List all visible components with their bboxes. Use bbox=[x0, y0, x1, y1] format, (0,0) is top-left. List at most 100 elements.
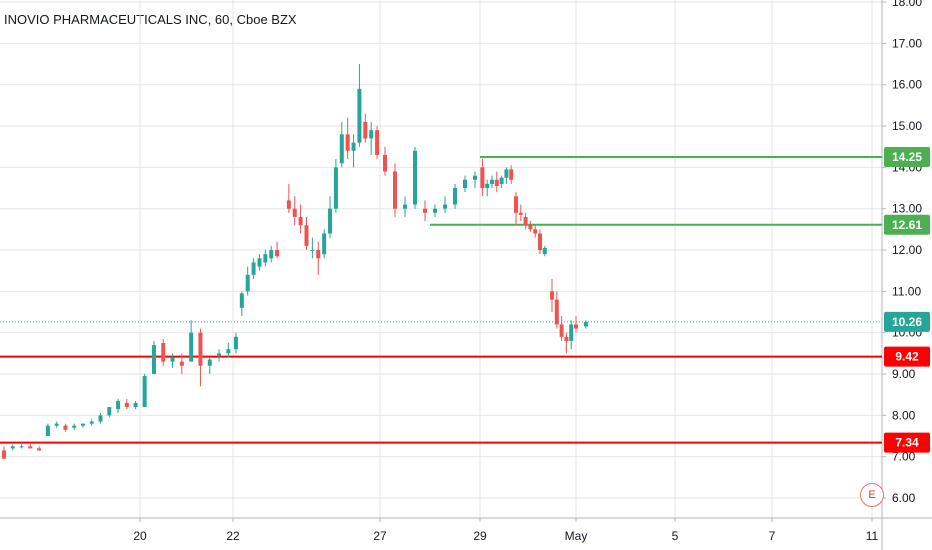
candle-body bbox=[151, 345, 156, 375]
level-price-label: 14.25 bbox=[892, 150, 922, 164]
candle-body bbox=[19, 446, 24, 448]
candle-body bbox=[239, 293, 244, 308]
level-price-label: 7.34 bbox=[895, 436, 919, 450]
candle-body bbox=[528, 225, 533, 230]
candle-body bbox=[142, 376, 147, 408]
candle-body bbox=[403, 204, 407, 209]
candle-body bbox=[564, 336, 569, 341]
y-tick-label: 17.00 bbox=[892, 36, 922, 50]
candle-body bbox=[37, 448, 42, 451]
candle-body bbox=[89, 421, 94, 424]
candle-body bbox=[538, 233, 542, 251]
candle-body bbox=[161, 343, 166, 362]
candle-body bbox=[369, 130, 374, 139]
candle-body bbox=[80, 423, 85, 426]
y-tick-label: 9.00 bbox=[892, 367, 916, 381]
candle-body bbox=[443, 204, 447, 209]
level-price-label-bg bbox=[884, 432, 930, 453]
candle-body bbox=[423, 208, 427, 213]
candle-body bbox=[310, 250, 315, 252]
y-tick-label: 13.00 bbox=[892, 202, 922, 216]
candle-body bbox=[54, 423, 59, 426]
candle-body bbox=[98, 415, 103, 422]
candle-body bbox=[574, 324, 578, 329]
candle-body bbox=[226, 349, 231, 354]
candle-body bbox=[473, 175, 477, 180]
x-tick-label: May bbox=[565, 529, 588, 543]
last-price-label: 10.26 bbox=[892, 315, 922, 329]
level-price-label: 12.61 bbox=[892, 218, 922, 232]
candle-body bbox=[292, 208, 297, 217]
candle-body bbox=[304, 225, 309, 246]
level-price-label-bg bbox=[884, 147, 930, 168]
x-tick-label: 22 bbox=[226, 529, 240, 543]
candle-body bbox=[523, 216, 528, 226]
x-tick-label: 29 bbox=[473, 529, 487, 543]
level-price-label: 9.42 bbox=[895, 350, 919, 364]
y-tick-label: 11.00 bbox=[892, 284, 921, 298]
candle-body bbox=[499, 177, 504, 184]
candle-body bbox=[257, 258, 262, 267]
x-tick-label: 11 bbox=[866, 529, 879, 543]
candle-body bbox=[263, 254, 268, 263]
y-tick-label: 12.00 bbox=[892, 243, 922, 257]
candle-body bbox=[179, 361, 184, 366]
candle-body bbox=[490, 179, 494, 184]
candle-body bbox=[518, 212, 523, 215]
candle-body bbox=[554, 299, 559, 325]
candle-body bbox=[514, 196, 518, 213]
candle-body bbox=[328, 208, 333, 234]
candle-body bbox=[72, 425, 77, 428]
candle-body bbox=[559, 324, 564, 337]
candle-body bbox=[480, 167, 485, 189]
candle-body bbox=[275, 250, 280, 257]
level-price-label-bg bbox=[884, 346, 930, 367]
y-tick-label: 16.00 bbox=[892, 78, 922, 92]
candle-body bbox=[233, 336, 238, 350]
y-tick-label: 7.00 bbox=[892, 450, 916, 464]
candle-body bbox=[339, 134, 344, 164]
candle-body bbox=[2, 450, 6, 459]
candle-body bbox=[583, 321, 588, 327]
candle-body bbox=[217, 353, 222, 356]
candle-body bbox=[198, 332, 203, 366]
earnings-marker[interactable]: E bbox=[860, 483, 884, 507]
candle-body bbox=[357, 88, 362, 143]
candle-body bbox=[124, 402, 129, 408]
candle-body bbox=[433, 208, 437, 213]
candle-body bbox=[63, 425, 68, 430]
candle-body bbox=[533, 229, 538, 234]
candle-body bbox=[550, 291, 554, 300]
candle-body bbox=[504, 169, 509, 178]
candle-body bbox=[251, 262, 256, 275]
y-tick-label: 18.00 bbox=[892, 0, 922, 9]
candle-body bbox=[333, 167, 338, 209]
candle-body bbox=[393, 171, 397, 209]
candle-body bbox=[286, 200, 291, 209]
candle-body bbox=[298, 216, 303, 226]
candle-body bbox=[107, 407, 112, 416]
candle-body bbox=[45, 425, 50, 437]
y-tick-label: 8.00 bbox=[892, 408, 916, 422]
candle-body bbox=[189, 332, 194, 362]
candle-body bbox=[133, 402, 138, 408]
x-tick-label: 27 bbox=[373, 529, 387, 543]
candle-body bbox=[363, 121, 368, 139]
candle-body bbox=[375, 130, 380, 155]
candle-body bbox=[345, 134, 350, 151]
candle-body bbox=[509, 169, 514, 180]
x-tick-label: 5 bbox=[672, 529, 679, 543]
level-price-label-bg bbox=[884, 214, 930, 235]
candle-body bbox=[569, 324, 574, 341]
candle-body bbox=[322, 233, 327, 255]
candle-body bbox=[10, 446, 15, 449]
y-tick-label: 15.00 bbox=[892, 119, 922, 133]
candle-body bbox=[383, 154, 387, 172]
candle-body bbox=[207, 359, 212, 366]
candle-body bbox=[116, 400, 121, 410]
candle-body bbox=[28, 446, 33, 449]
y-tick-label: 6.00 bbox=[892, 491, 916, 505]
candle-body bbox=[413, 150, 417, 205]
